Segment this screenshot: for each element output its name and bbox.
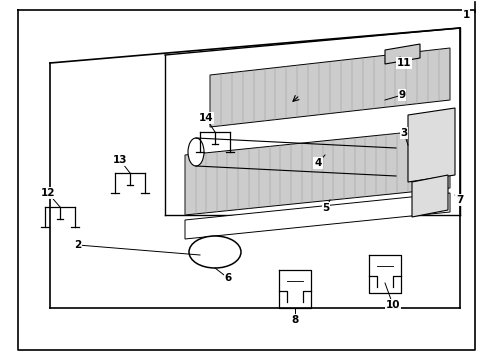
Polygon shape	[184, 128, 449, 215]
Text: 5: 5	[322, 203, 329, 213]
Text: 13: 13	[113, 155, 127, 165]
Polygon shape	[384, 44, 419, 64]
Text: 6: 6	[224, 273, 231, 283]
Text: 2: 2	[74, 240, 81, 250]
Ellipse shape	[187, 138, 203, 166]
Text: 3: 3	[400, 128, 407, 138]
Text: 8: 8	[291, 315, 298, 325]
Text: 4: 4	[314, 158, 321, 168]
Text: 9: 9	[398, 90, 405, 100]
Text: 11: 11	[396, 58, 410, 68]
Text: 12: 12	[41, 188, 55, 198]
Text: 14: 14	[198, 113, 213, 123]
Text: 7: 7	[455, 195, 463, 205]
Polygon shape	[407, 108, 454, 182]
Polygon shape	[184, 193, 449, 239]
Polygon shape	[411, 175, 447, 217]
Text: 10: 10	[385, 300, 400, 310]
Ellipse shape	[189, 236, 241, 268]
Polygon shape	[209, 48, 449, 127]
Text: 1: 1	[462, 10, 468, 20]
